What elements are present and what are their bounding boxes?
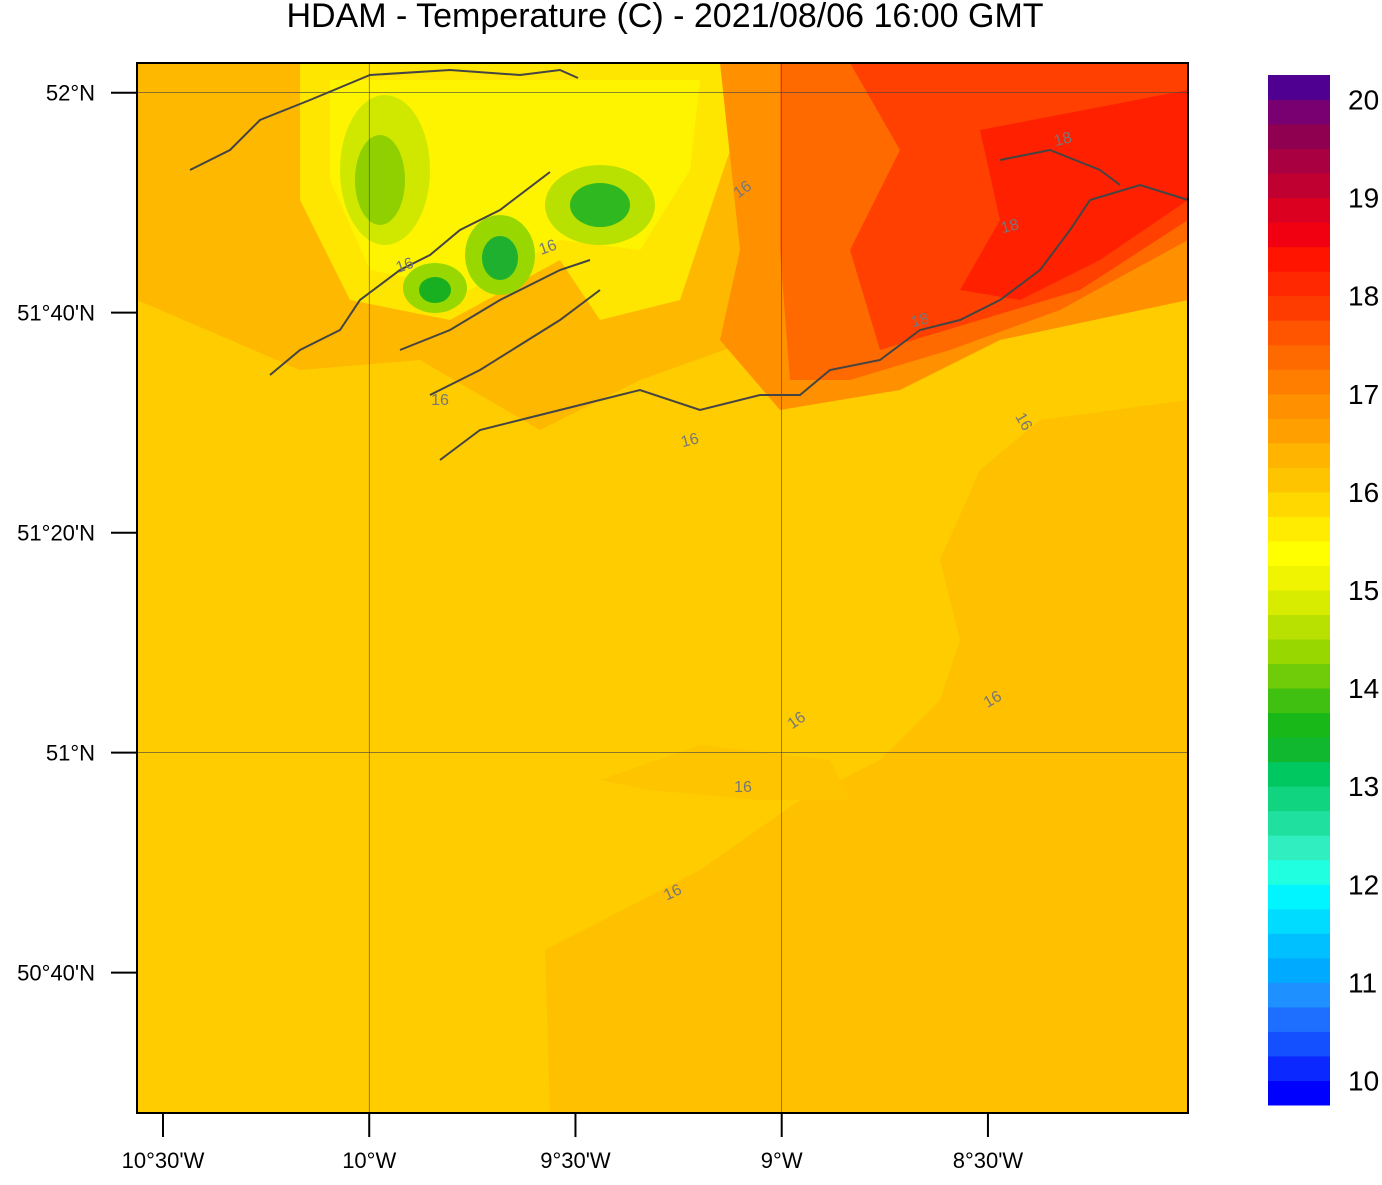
colorbar: 10 11 12 13 14 15 16 17 18 19 20 — [1268, 75, 1379, 1106]
colorbar-box — [1268, 859, 1330, 885]
colorbar-box — [1268, 933, 1330, 959]
colorbar-box — [1268, 884, 1330, 910]
colorbar-box — [1268, 590, 1330, 616]
colorbar-box — [1268, 197, 1330, 223]
colorbar-box — [1268, 271, 1330, 297]
colorbar-box — [1268, 344, 1330, 370]
colorbar-box — [1268, 982, 1330, 1008]
colorbar-box — [1268, 99, 1330, 125]
colorbar-box — [1268, 1006, 1330, 1032]
colorbar-label: 13 — [1348, 771, 1379, 802]
colorbar-box — [1268, 148, 1330, 174]
colorbar-box — [1268, 418, 1330, 444]
y-tick-label: 52°N — [46, 81, 95, 106]
colorbar-box — [1268, 663, 1330, 689]
colorbar-box — [1268, 467, 1330, 493]
colorbar-box — [1268, 786, 1330, 812]
colorbar-label: 17 — [1348, 379, 1379, 410]
contour-label: 18 — [999, 216, 1021, 237]
colorbar-label: 12 — [1348, 869, 1379, 900]
colorbar-box — [1268, 491, 1330, 517]
coastline — [189, 68, 1189, 461]
colorbar-box — [1268, 1080, 1330, 1106]
x-tick-label: 9°30'W — [540, 1148, 611, 1173]
contour-label: 16 — [537, 237, 560, 259]
colorbar-label: 11 — [1348, 967, 1377, 998]
colorbar-box — [1268, 393, 1330, 419]
contour-label: 16 — [679, 430, 701, 451]
colorbar-box — [1268, 369, 1330, 395]
title: HDAM - Temperature (C) - 2021/08/06 16:0… — [286, 0, 1043, 35]
y-tick-label: 51°20'N — [17, 521, 95, 546]
colorbar-box — [1268, 295, 1330, 321]
colorbar-box — [1268, 540, 1330, 566]
colorbar-box — [1268, 1031, 1330, 1057]
colorbar-label: 18 — [1348, 281, 1379, 312]
x-tick-label: 9°W — [761, 1148, 803, 1173]
colorbar-box — [1268, 614, 1330, 640]
temperature-field — [137, 63, 1188, 1113]
colorbar-box — [1268, 320, 1330, 346]
colorbar-label: 20 — [1348, 85, 1379, 116]
colorbar-label: 19 — [1348, 183, 1379, 214]
x-tick-label: 10°W — [342, 1148, 396, 1173]
colorbar-box — [1268, 124, 1330, 150]
colorbar-box — [1268, 516, 1330, 542]
colorbar-box — [1268, 688, 1330, 714]
colorbar-box — [1268, 75, 1330, 101]
colorbar-box — [1268, 835, 1330, 861]
y-tick-label: 51°40'N — [17, 301, 95, 326]
contour-label: 16 — [734, 779, 752, 796]
colorbar-label: 15 — [1348, 575, 1379, 606]
colorbar-box — [1268, 761, 1330, 787]
y-tick-label: 50°40'N — [17, 961, 95, 986]
colorbar-box — [1268, 908, 1330, 934]
graticule — [137, 63, 1188, 1113]
colorbar-label: 16 — [1348, 477, 1379, 508]
contour-label: 16 — [661, 881, 684, 904]
x-tick-label: 8°30'W — [953, 1148, 1024, 1173]
contour-label: 18 — [1052, 129, 1074, 150]
colorbar-label: 10 — [1348, 1065, 1379, 1096]
contour-label: 16 — [981, 688, 1005, 712]
colorbar-box — [1268, 810, 1330, 836]
colorbar-box — [1268, 246, 1330, 272]
colorbar-box — [1268, 222, 1330, 248]
x-tick-label: 10°30'W — [122, 1148, 205, 1173]
contour-label: 18 — [909, 310, 931, 331]
colorbar-box — [1268, 565, 1330, 591]
contour-label: 16 — [394, 255, 417, 277]
contour-label: 16 — [1011, 410, 1035, 434]
colorbar-label: 14 — [1348, 673, 1379, 704]
y-tick-label: 51°N — [46, 741, 95, 766]
colorbar-box — [1268, 442, 1330, 468]
colorbar-box — [1268, 639, 1330, 665]
contour-label: 16 — [431, 392, 449, 409]
colorbar-box — [1268, 173, 1330, 199]
colorbar-box — [1268, 737, 1330, 763]
colorbar-box — [1268, 1055, 1330, 1081]
map-frame — [136, 62, 1189, 1114]
colorbar-box — [1268, 712, 1330, 738]
colorbar-box — [1268, 957, 1330, 983]
